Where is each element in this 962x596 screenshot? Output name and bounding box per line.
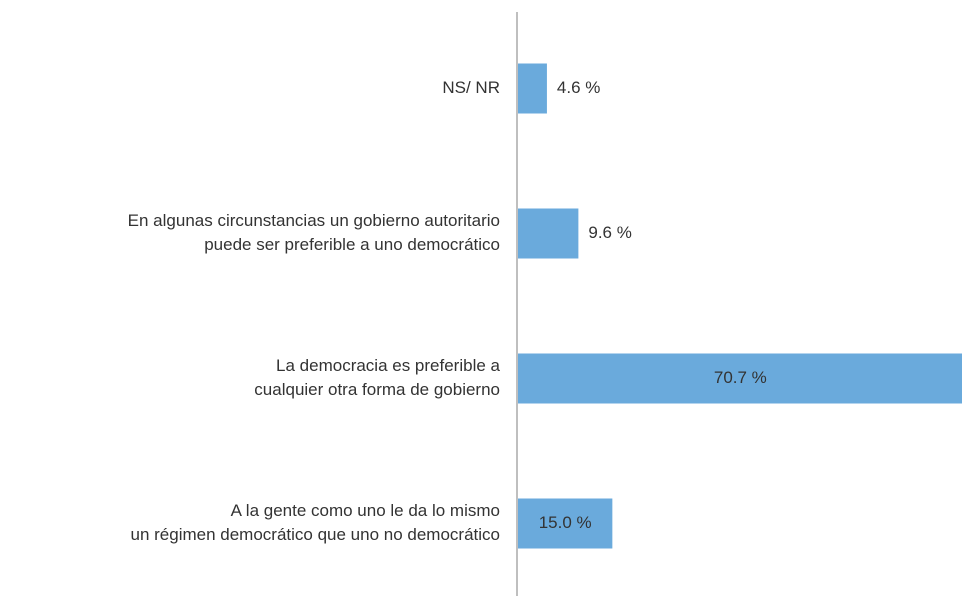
category-label: un régimen democrático que uno no democr… — [131, 525, 501, 544]
value-label: 15.0 % — [539, 513, 592, 532]
value-label: 4.6 % — [557, 78, 600, 97]
category-label: La democracia es preferible a — [276, 356, 501, 375]
bar — [518, 353, 962, 404]
bar — [518, 208, 579, 259]
category-label: A la gente como uno le da lo mismo — [231, 501, 500, 520]
bar — [518, 63, 547, 114]
category-label: NS/ NR — [442, 78, 500, 97]
value-label: 70.7 % — [714, 368, 767, 387]
value-label: 9.6 % — [588, 223, 631, 242]
category-label: cualquier otra forma de gobierno — [254, 380, 500, 399]
category-label: En algunas circunstancias un gobierno au… — [128, 211, 500, 230]
bar — [518, 498, 613, 549]
category-label: puede ser preferible a uno democrático — [204, 235, 500, 254]
